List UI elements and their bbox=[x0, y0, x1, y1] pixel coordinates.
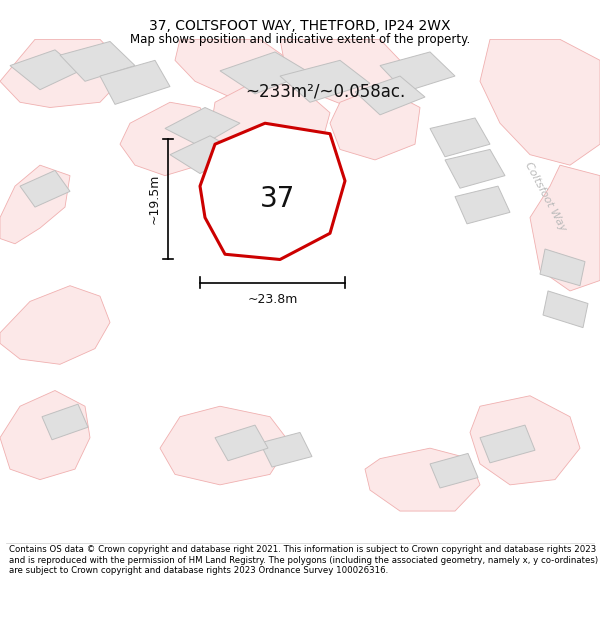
Text: ~233m²/~0.058ac.: ~233m²/~0.058ac. bbox=[245, 82, 405, 101]
Polygon shape bbox=[220, 52, 310, 94]
Polygon shape bbox=[10, 50, 80, 89]
Text: Contains OS data © Crown copyright and database right 2021. This information is : Contains OS data © Crown copyright and d… bbox=[9, 545, 598, 575]
Polygon shape bbox=[445, 149, 505, 188]
Polygon shape bbox=[60, 41, 135, 81]
Polygon shape bbox=[380, 52, 455, 92]
Polygon shape bbox=[0, 286, 110, 364]
Polygon shape bbox=[543, 291, 588, 328]
Polygon shape bbox=[430, 453, 478, 488]
Polygon shape bbox=[530, 165, 600, 291]
Polygon shape bbox=[280, 39, 410, 107]
Polygon shape bbox=[480, 425, 535, 463]
Polygon shape bbox=[20, 171, 70, 207]
Text: Coltsfoot Way: Coltsfoot Way bbox=[523, 161, 568, 233]
Polygon shape bbox=[175, 39, 290, 97]
Polygon shape bbox=[42, 404, 88, 440]
Polygon shape bbox=[430, 118, 490, 157]
Polygon shape bbox=[170, 136, 240, 174]
Polygon shape bbox=[330, 86, 420, 160]
Polygon shape bbox=[210, 81, 330, 165]
Polygon shape bbox=[165, 107, 240, 146]
Polygon shape bbox=[160, 406, 290, 485]
Text: ~23.8m: ~23.8m bbox=[247, 293, 298, 306]
Polygon shape bbox=[0, 391, 90, 479]
Polygon shape bbox=[0, 39, 130, 107]
Polygon shape bbox=[280, 61, 370, 102]
Polygon shape bbox=[455, 186, 510, 224]
Polygon shape bbox=[120, 102, 215, 176]
Text: Map shows position and indicative extent of the property.: Map shows position and indicative extent… bbox=[130, 33, 470, 46]
Polygon shape bbox=[215, 425, 268, 461]
Polygon shape bbox=[540, 249, 585, 286]
Text: 37: 37 bbox=[260, 185, 296, 213]
Text: 37, COLTSFOOT WAY, THETFORD, IP24 2WX: 37, COLTSFOOT WAY, THETFORD, IP24 2WX bbox=[149, 19, 451, 33]
Polygon shape bbox=[470, 396, 580, 485]
Polygon shape bbox=[260, 432, 312, 467]
Text: ~19.5m: ~19.5m bbox=[148, 174, 161, 224]
Polygon shape bbox=[365, 448, 480, 511]
Polygon shape bbox=[355, 76, 425, 115]
Polygon shape bbox=[200, 123, 345, 259]
Polygon shape bbox=[480, 39, 600, 165]
Polygon shape bbox=[100, 61, 170, 104]
Polygon shape bbox=[0, 165, 70, 244]
